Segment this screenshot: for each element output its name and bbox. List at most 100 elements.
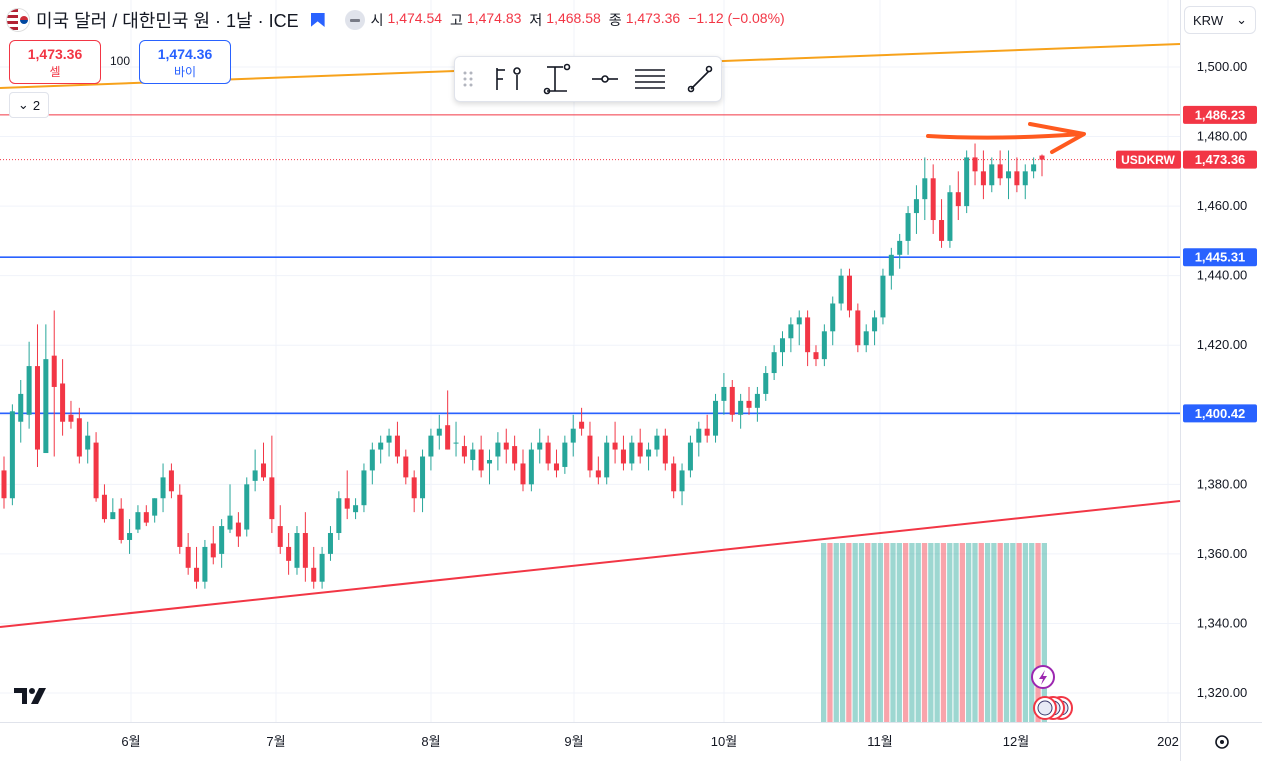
candle-body <box>353 505 359 513</box>
indicators-collapse-button[interactable]: ⌄ 2 <box>9 92 49 118</box>
volume-bar <box>991 543 997 722</box>
candle-body <box>445 425 451 450</box>
time-tick-label: 6월 <box>121 734 140 749</box>
time-tick-label: 11월 <box>867 734 892 749</box>
annotation-arrow-head <box>1028 122 1086 154</box>
trend-line-icon[interactable] <box>687 65 713 93</box>
hide-icon[interactable] <box>344 10 365 30</box>
price-tick-label: 1,380.00 <box>1197 476 1248 491</box>
candle-body <box>512 446 518 464</box>
candles <box>1 143 1045 589</box>
volume-bar <box>934 543 940 722</box>
volume-bar <box>884 543 890 722</box>
candle-body <box>403 456 409 478</box>
lightning-event-icon[interactable] <box>1031 665 1055 689</box>
candle-body <box>570 428 576 443</box>
level-price-label: 1,486.23 <box>1195 107 1246 122</box>
currency-select[interactable]: KRW ⌄ <box>1184 6 1256 34</box>
candle-body <box>118 508 124 540</box>
volume-bar <box>896 543 902 722</box>
price-tick-label: 1,420.00 <box>1197 337 1248 352</box>
candle-body <box>696 428 702 443</box>
candle-body <box>127 533 133 540</box>
candle-body <box>729 386 735 415</box>
candle-body <box>972 157 978 172</box>
candle-body <box>553 463 559 471</box>
volume-bar <box>909 543 915 722</box>
sell-button[interactable]: 1,473.36 셀 <box>9 40 101 84</box>
annotation-arrow-shaft[interactable] <box>926 132 1084 140</box>
candle-body <box>277 526 283 547</box>
candle-body <box>26 366 32 415</box>
settings-icon[interactable] <box>1215 735 1229 749</box>
candle-body <box>846 275 852 311</box>
support-trend-line[interactable] <box>0 500 1181 628</box>
price-tick-label: 1,340.00 <box>1197 615 1248 630</box>
candle-body <box>361 470 367 506</box>
candle-body <box>754 393 760 408</box>
candle-body <box>168 470 174 492</box>
candle-body <box>579 421 585 429</box>
volume-bar <box>947 543 953 722</box>
candle-body <box>654 435 660 450</box>
candle-body <box>620 449 626 464</box>
volume-bar <box>827 543 833 722</box>
volume-bar <box>1041 543 1047 722</box>
symbol-title[interactable]: 미국 달러 / 대한민국 원 · 1날 · ICE <box>36 11 299 31</box>
candle-body <box>520 463 526 485</box>
candle-body <box>143 512 149 523</box>
candle-body <box>386 435 392 443</box>
candle-body <box>210 543 216 558</box>
candle-body <box>411 477 417 499</box>
volume-bar <box>833 543 839 722</box>
volume-bar <box>928 543 934 722</box>
candle-body <box>888 254 894 276</box>
candle-body <box>453 442 459 444</box>
candle-body <box>997 164 1003 179</box>
candle-body <box>612 442 618 450</box>
candle-body <box>202 546 208 582</box>
candle-body <box>880 275 886 318</box>
drag-handle-icon[interactable] <box>463 71 473 87</box>
level-price-badge <box>1183 248 1257 267</box>
horizontal-ray-icon[interactable] <box>592 75 618 83</box>
candle-body <box>378 442 384 450</box>
volume-bar <box>1035 543 1041 722</box>
symbol-badge <box>1116 150 1181 169</box>
candle-body <box>311 567 317 582</box>
volume-bar <box>858 543 865 722</box>
candle-body <box>9 411 15 499</box>
candle-body <box>947 192 953 241</box>
long-position-icon[interactable] <box>496 67 521 90</box>
candle-body <box>939 220 945 241</box>
candle-body <box>302 533 308 568</box>
candle-body <box>420 456 426 499</box>
fib-lines-icon[interactable] <box>635 69 665 89</box>
us-economic-event-icon[interactable] <box>1033 696 1057 720</box>
candle-body <box>135 512 141 530</box>
candle-body <box>537 442 543 450</box>
volume-bar <box>953 543 959 722</box>
bookmark-icon[interactable] <box>310 13 325 27</box>
last-price-label: 1,473.36 <box>1195 152 1246 167</box>
candle-body <box>922 178 928 200</box>
candle-body <box>436 428 442 436</box>
candle-body <box>930 178 936 221</box>
buy-button[interactable]: 1,474.36 바이 <box>139 40 231 84</box>
candle-body <box>1 470 7 499</box>
time-tick-label: 8월 <box>421 734 440 749</box>
time-tick-label: 10월 <box>711 734 737 749</box>
volume-bar <box>1016 543 1022 722</box>
volume-bar <box>890 543 896 722</box>
volume-bar <box>1003 543 1010 722</box>
volume-bar <box>865 543 871 722</box>
order-quantity[interactable]: 100 <box>110 54 131 68</box>
annotation-arrow <box>926 122 1086 154</box>
price-range-icon[interactable] <box>543 63 571 95</box>
candle-body <box>779 338 786 353</box>
candle-body <box>101 494 107 520</box>
candle-body <box>813 352 819 360</box>
candle-body <box>152 498 158 516</box>
chevron-down-icon: ⌄ <box>1236 12 1247 27</box>
